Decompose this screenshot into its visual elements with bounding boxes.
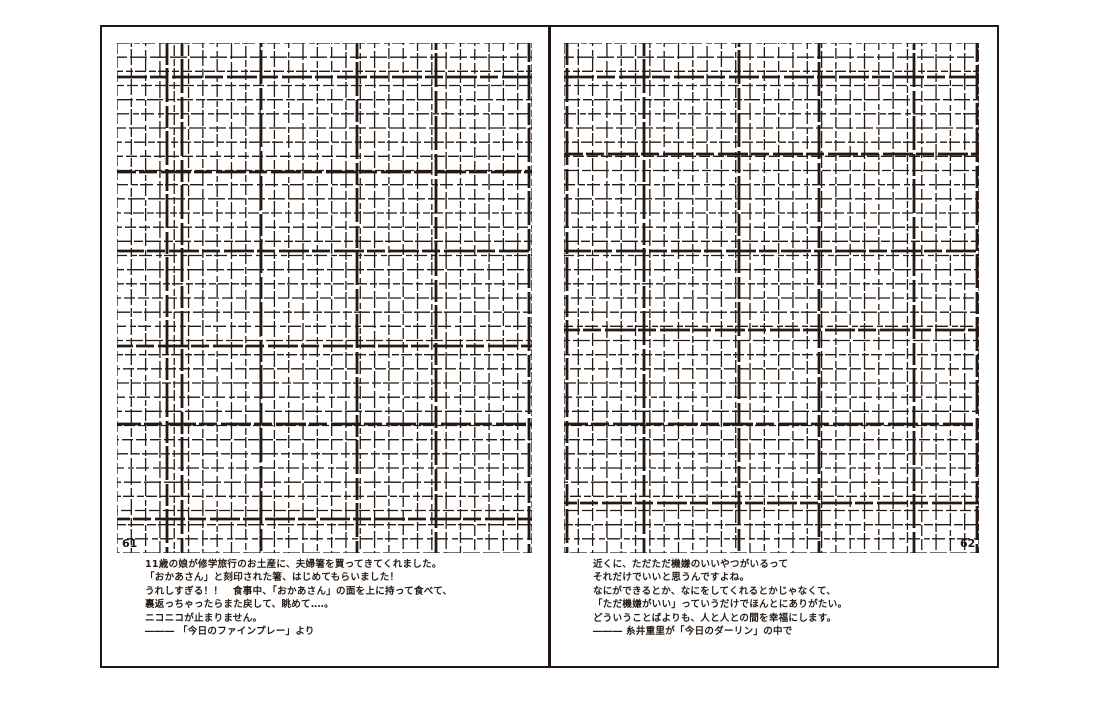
grid-paper-right xyxy=(564,43,979,553)
quote-line: うれしすぎる！！ 食事中、「おかあさん」の面を上に持って食べて、 xyxy=(145,585,453,597)
spine-divider xyxy=(548,27,551,666)
quote-line: それだけでいいと思うんですよね。 xyxy=(593,572,750,584)
quote-line: 「おかあさん」と刻印された箸、はじめてもらいました！ xyxy=(145,572,400,584)
quote-line: なにができるとか、なにをしてくれるとかじゃなくて、 xyxy=(593,585,837,597)
grid-paper-left xyxy=(117,43,532,553)
quote-line: 11歳の娘が修学旅行のお土産に、夫婦箸を買ってきてくれました。 xyxy=(145,559,442,570)
notebook-spread: 61 62 11歳の娘が修学旅行のお土産に、夫婦箸を買ってきてくれました。 「おか… xyxy=(100,25,999,668)
quote-line: ――― 「今日のファインプレー」より xyxy=(145,625,315,637)
quote-line: ――― 糸井重里が「今日のダーリン」の中で xyxy=(593,625,793,637)
quote-line: 裏返っちゃったらまた戻して、眺めて‥‥。 xyxy=(145,599,334,611)
quote-line: 「ただ機嫌がいい」っていうだけでほんとにありがたい。 xyxy=(593,599,848,611)
quote-line: どういうことばよりも、人と人との間を幸福にします。 xyxy=(593,612,837,624)
page-number-right: 62 xyxy=(960,537,976,550)
quote-block-left: 11歳の娘が修学旅行のお土産に、夫婦箸を買ってきてくれました。 「おかあさん」と刻… xyxy=(145,558,452,638)
quote-block-right: 近くに、ただただ機嫌のいいやつがいるって それだけでいいと思うんですよね。 なにがで… xyxy=(593,558,847,638)
page-number-left: 61 xyxy=(122,537,138,550)
quote-line: ニコニコが止まりません。 xyxy=(145,612,263,624)
quote-line: 近くに、ただただ機嫌のいいやつがいるって xyxy=(593,559,789,570)
